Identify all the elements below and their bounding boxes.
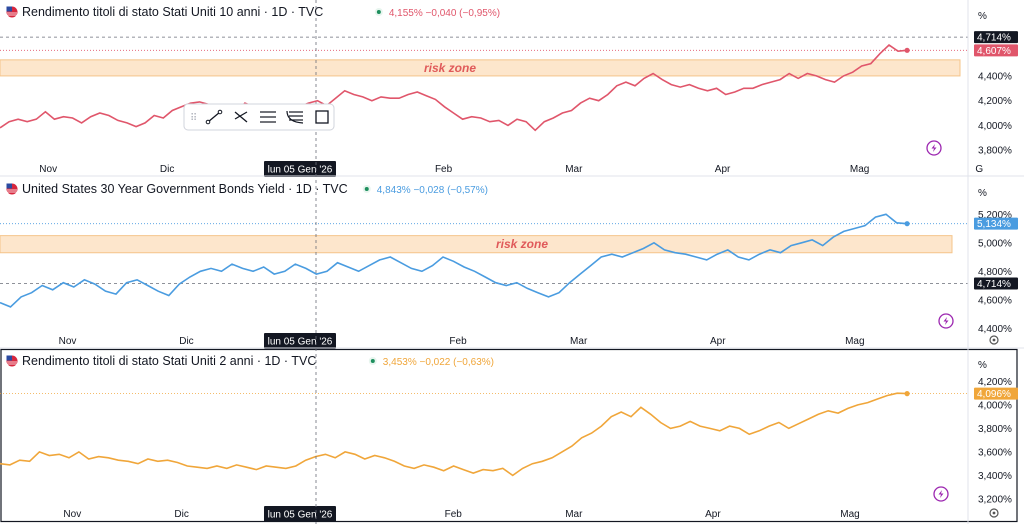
lightning-icon[interactable]: [938, 313, 954, 329]
quote-value: 3,453% −0,022 (−0,63%): [383, 357, 494, 368]
y-tick-label: 4,200%: [978, 377, 1012, 388]
parallel-channel-icon[interactable]: [260, 111, 276, 123]
cross-line-icon[interactable]: [234, 111, 248, 123]
risk-zone-label: risk zone: [496, 237, 548, 251]
unit-label: %: [978, 11, 987, 22]
drag-handle-icon[interactable]: ⠿: [190, 113, 197, 124]
flag-us-icon: [6, 183, 18, 195]
rectangle-icon[interactable]: [315, 110, 329, 124]
series-line: [0, 392, 908, 477]
y-tick-label: 4,400%: [978, 324, 1012, 335]
chart-panel-3[interactable]: 4,200% 4,000% 3,800% 3,600% 3,400% 3,200%% 4,0…: [0, 354, 1018, 522]
crosshair-date-badge: [264, 333, 336, 349]
x-tick-label: Dic: [160, 164, 174, 175]
last-point: [904, 47, 910, 53]
ref-price-badge: [974, 31, 1018, 44]
chart-panel-1[interactable]: risk zone 4,400% 4,200% 4,000% 3,800%% 4,714%…: [0, 5, 1024, 177]
last-price-label: 5,134%: [977, 219, 1011, 230]
y-tick-label: 3,600%: [978, 447, 1012, 458]
x-tick-label: Mar: [565, 164, 583, 175]
crosshair-date-label: lun 05 Gen '26: [268, 337, 333, 348]
crosshair-date-badge: [264, 506, 336, 522]
trend-line-icon[interactable]: [205, 109, 223, 125]
lightning-icon[interactable]: [933, 486, 949, 502]
last-price-label: 4,607%: [977, 46, 1011, 57]
x-tick-label: Mar: [565, 509, 583, 520]
ref-price-label: 4,714%: [977, 33, 1011, 44]
y-tick-label: 5,200%: [978, 210, 1012, 221]
crosshair-date-badge: [264, 161, 336, 177]
risk-zone: [0, 235, 953, 254]
drawing-toolbar[interactable]: ⠿: [183, 103, 335, 131]
risk-zone: [0, 59, 961, 77]
y-tick-label: 4,800%: [978, 267, 1012, 278]
risk-zone-label: risk zone: [424, 61, 476, 75]
y-tick-label: 4,000%: [978, 121, 1012, 132]
lightning-icon[interactable]: [926, 140, 942, 156]
last-price-badge: [974, 44, 1018, 57]
x-tick-label: Nov: [39, 164, 57, 175]
y-tick-label: 3,200%: [978, 494, 1012, 505]
crosshair-date-label: lun 05 Gen '26: [268, 165, 333, 176]
unit-label: %: [978, 360, 987, 371]
chart-title: Rendimento titoli di stato Stati Uniti 1…: [22, 5, 323, 19]
chart-title: Rendimento titoli di stato Stati Uniti 2…: [22, 354, 316, 368]
x-tick-label: Mag: [840, 509, 859, 520]
chart-panel-2[interactable]: risk zone 5,200% 5,000% 4,800% 4,600% 4,400%%…: [0, 182, 1024, 349]
x-tick-label: Feb: [435, 164, 453, 175]
y-tick-label: 4,000%: [978, 400, 1012, 411]
quote-value: 4,843% −0,028 (−0,57%): [377, 185, 488, 196]
x-tick-label: Nov: [63, 509, 81, 520]
x-tick-label: Mag: [850, 164, 869, 175]
ref-price-badge: [974, 277, 1018, 290]
y-tick-label: 3,800%: [978, 146, 1012, 157]
y-tick-label: 4,400%: [978, 71, 1012, 82]
x-tick-label: Mag: [845, 336, 864, 347]
unit-label: %: [978, 188, 987, 199]
series-line: [0, 43, 908, 132]
x-tick-label: Apr: [710, 336, 726, 347]
last-price-badge: [974, 217, 1018, 230]
x-tick-label: Nov: [59, 336, 77, 347]
chart-title: United States 30 Year Government Bonds Y…: [22, 182, 348, 196]
fib-icon[interactable]: [286, 110, 304, 124]
last-point: [904, 391, 910, 397]
x-tick-label: Dic: [179, 336, 193, 347]
last-point: [904, 221, 910, 227]
last-price-label: 4,096%: [977, 389, 1011, 400]
settings-icon[interactable]: [989, 335, 999, 345]
y-tick-label: 4,600%: [978, 295, 1012, 306]
flag-us-icon: [6, 355, 18, 367]
ref-price-label: 4,714%: [977, 279, 1011, 290]
x-tick-label: Apr: [715, 164, 731, 175]
x-tick-label: Apr: [705, 509, 721, 520]
last-price-badge: [974, 387, 1018, 400]
series-line: [0, 213, 908, 308]
x-tick-label: Feb: [445, 509, 463, 520]
quote-value: 4,155% −0,040 (−0,95%): [389, 8, 500, 19]
y-tick-label: 5,000%: [978, 238, 1012, 249]
y-tick-label: 4,200%: [978, 96, 1012, 107]
x-tick-label: G: [975, 164, 983, 175]
selected-panel-border: [0, 348, 1018, 523]
y-tick-label: 3,400%: [978, 471, 1012, 482]
crosshair-date-label: lun 05 Gen '26: [268, 510, 333, 521]
x-tick-label: Mar: [570, 336, 588, 347]
x-tick-label: Feb: [449, 336, 467, 347]
settings-icon[interactable]: [989, 508, 999, 518]
y-tick-label: 3,800%: [978, 424, 1012, 435]
flag-us-icon: [6, 6, 18, 18]
x-tick-label: Dic: [174, 509, 188, 520]
